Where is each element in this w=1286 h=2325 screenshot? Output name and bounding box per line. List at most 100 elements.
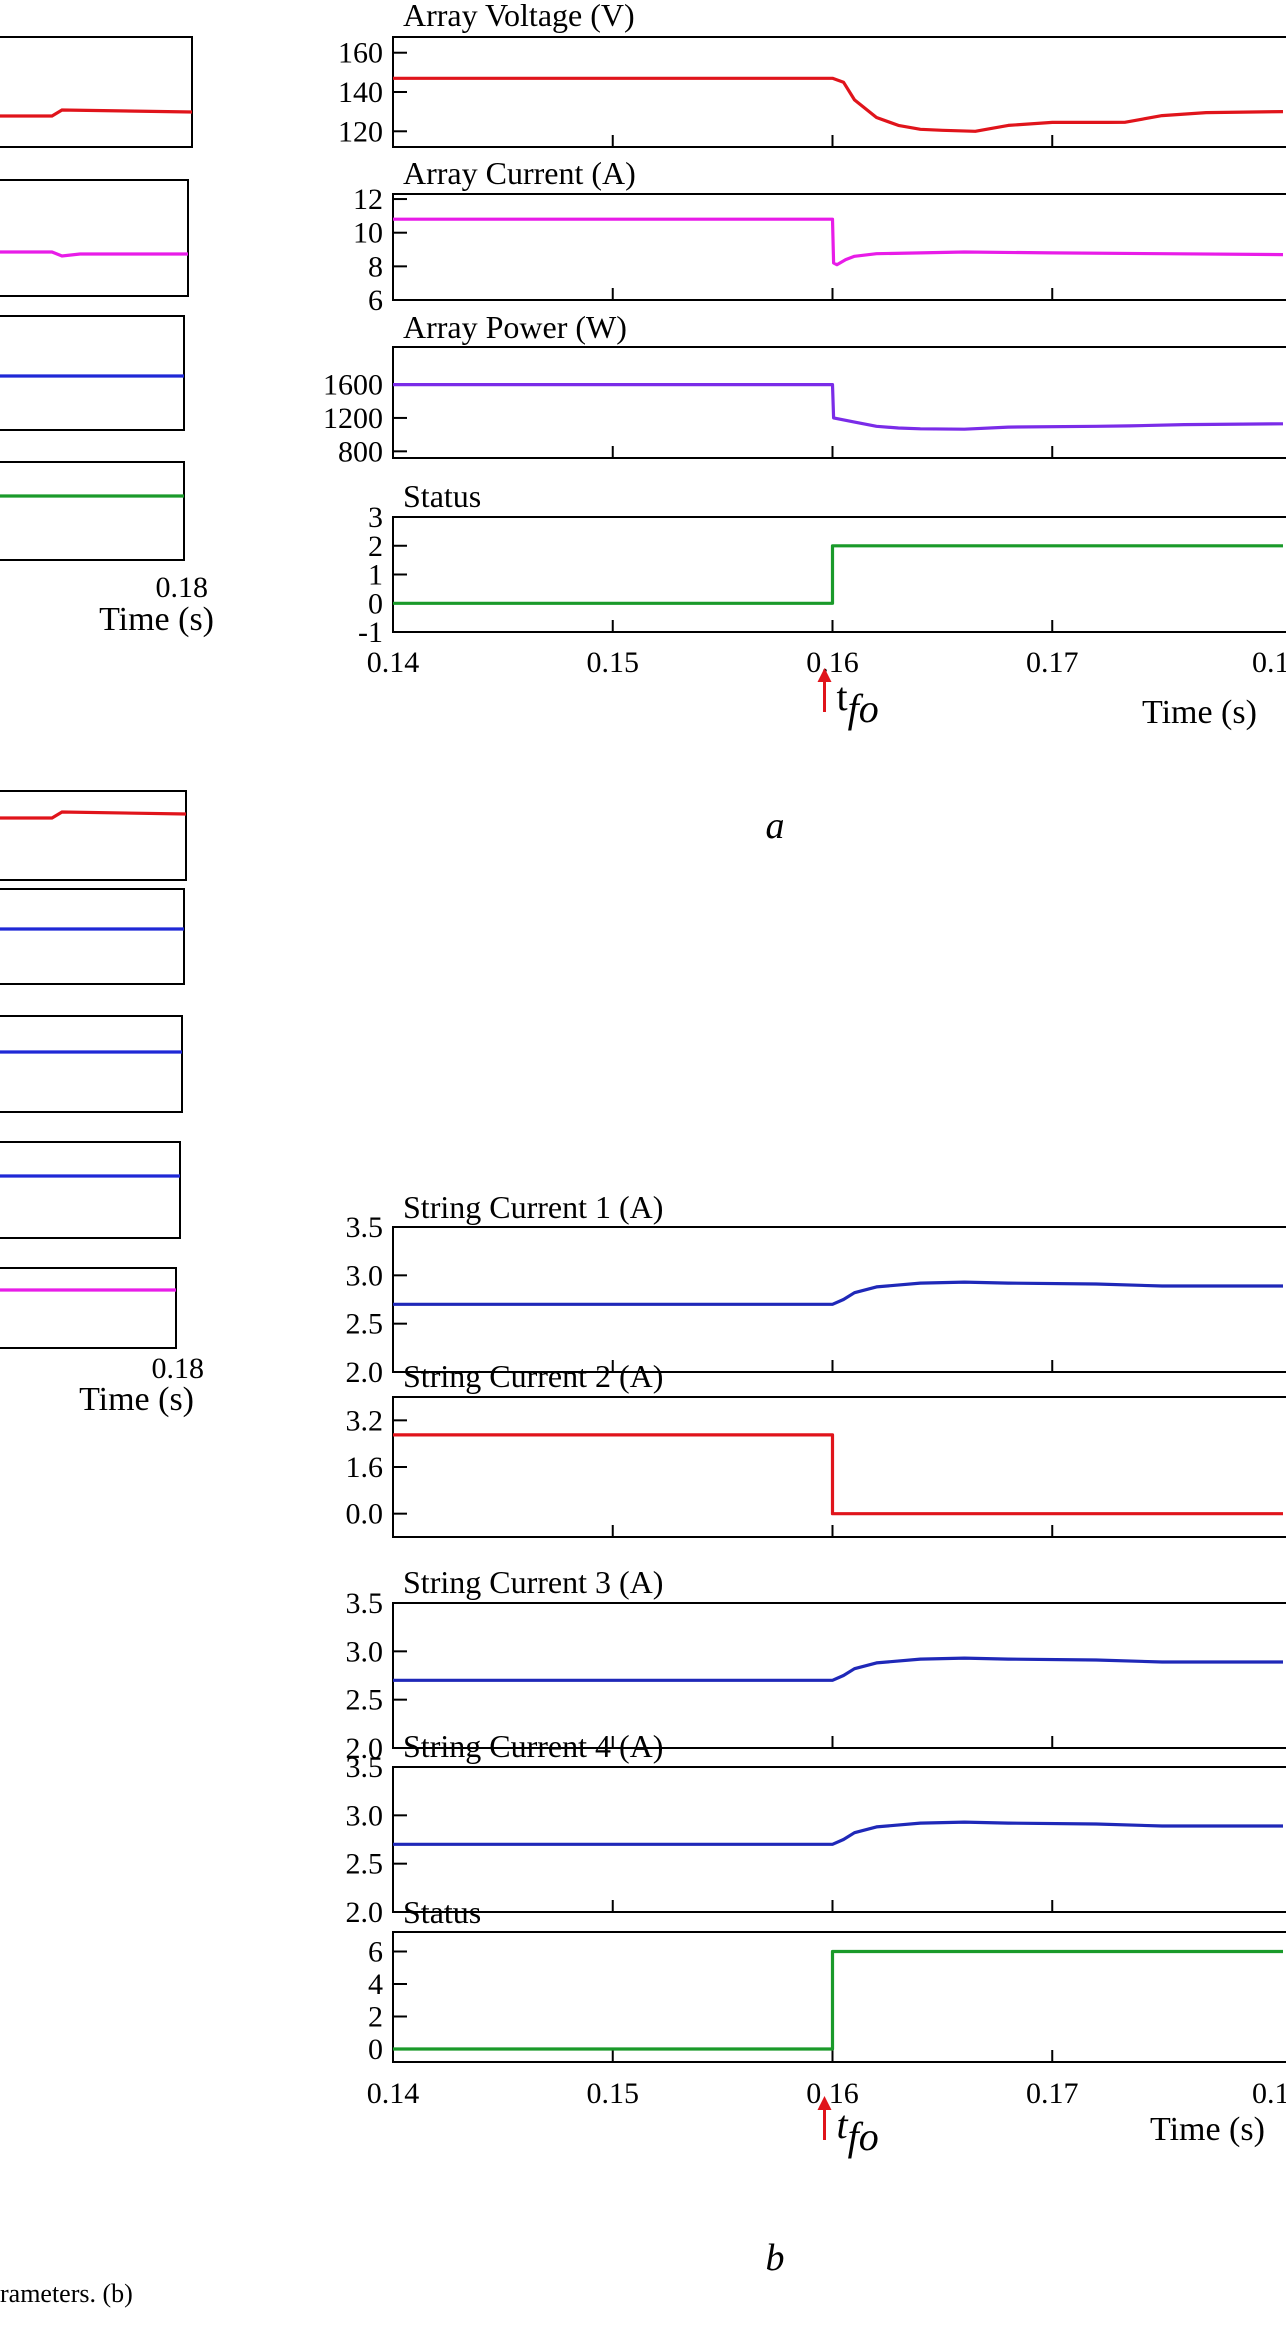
- subplot-4: String Current 4 (A) 2.0 2.5 3.0 3.5: [346, 1728, 1286, 1929]
- y-tick-label: 2.0: [346, 1732, 384, 1765]
- y-tick-label: 140: [338, 76, 383, 109]
- y-tick-label: 2: [368, 2001, 383, 2034]
- partial-frame: [0, 461, 185, 561]
- left-partial-b-1: [0, 790, 187, 881]
- y-tick-label: 2.0: [346, 1356, 384, 1389]
- series-line: [393, 1280, 1283, 1306]
- left-partial-a-4: [0, 461, 185, 561]
- x-axis-title: Time (s): [1150, 2111, 1265, 2148]
- partial-frame: [0, 888, 185, 985]
- y-tick-label: 3.5: [346, 1211, 384, 1244]
- partial-frame: [0, 1015, 183, 1113]
- fault-time-sub: fo: [848, 2114, 879, 2159]
- plot-frame: [392, 516, 1286, 633]
- partial-frame: [0, 36, 193, 148]
- y-tick-label: 3.5: [346, 1587, 384, 1620]
- subplot-title: Array Current (A): [403, 155, 636, 191]
- series-line: [393, 1949, 1283, 2051]
- series-line: [393, 544, 1283, 605]
- y-tick-label: 2.5: [346, 1684, 384, 1717]
- left-axis-title-a: Time (s): [99, 601, 214, 638]
- plot-frame: [392, 193, 1286, 301]
- fault-time-base: t: [837, 2102, 849, 2147]
- caption-fragment: rameters. (b): [0, 2279, 133, 2308]
- y-tick-label: 2.0: [346, 1896, 384, 1929]
- plot-frame: [392, 1396, 1286, 1538]
- partial-frame: [0, 315, 185, 431]
- left-partial-a-2: [0, 179, 189, 297]
- y-tick-label: 1.6: [346, 1451, 384, 1484]
- x-tick-label: 0.17: [1026, 646, 1079, 679]
- y-tick-label: 120: [338, 115, 383, 148]
- series-line: [393, 76, 1284, 133]
- series-line: [393, 1656, 1283, 1682]
- subplot-title: Array Voltage (V): [403, 0, 635, 33]
- left-tick-label-b: 0.18: [152, 1352, 205, 1385]
- plot-frame: [392, 1766, 1286, 1913]
- y-tick-label: 0: [368, 2033, 383, 2066]
- left-partial-b-3: [0, 1015, 183, 1113]
- y-tick-label: 8: [368, 250, 383, 283]
- subplot-title: String Current 2 (A): [403, 1358, 663, 1394]
- partial-frame: [0, 1267, 177, 1349]
- subplot-title: String Current 1 (A): [403, 1189, 663, 1225]
- y-tick-label: 160: [338, 37, 383, 70]
- left-axis-title-b: Time (s): [79, 1381, 194, 1418]
- y-tick-label: -1: [358, 616, 383, 649]
- panel-a: Array Voltage (V) 120 140 160 Array Current …: [323, 0, 1286, 847]
- subplot-title: Status: [403, 478, 481, 514]
- partial-frame: [0, 1141, 181, 1239]
- series-line: [393, 383, 1284, 431]
- y-tick-label: 3.0: [346, 1635, 384, 1668]
- y-tick-label: 2: [368, 530, 383, 563]
- y-tick-label: 2.5: [346, 1308, 384, 1341]
- y-tick-label: 2.5: [346, 1848, 384, 1881]
- y-tick-label: 12: [353, 183, 383, 216]
- subplot-title: String Current 4 (A): [403, 1728, 663, 1764]
- plot-frame: [392, 346, 1286, 459]
- fault-time-label: tfo: [837, 674, 879, 731]
- x-tick-label: 0.14: [367, 646, 420, 679]
- left-partial-a-3: [0, 315, 185, 431]
- x-tick-label: 0.16: [806, 646, 859, 679]
- subplot-2: String Current 2 (A) 0.0 1.6 3.2: [346, 1358, 1286, 1538]
- y-tick-label: 0.0: [346, 1498, 384, 1531]
- x-tick-label: 0.15: [587, 646, 640, 679]
- plot-frame: [392, 1931, 1286, 2063]
- y-tick-label: 3.0: [346, 1799, 384, 1832]
- partial-series-line: [0, 250, 188, 258]
- left-partial-b-2: [0, 888, 185, 985]
- fault-arrow-icon: [817, 668, 832, 682]
- partial-series-line: [0, 810, 187, 820]
- panel-label: a: [766, 805, 785, 847]
- fault-time-label: tfo: [837, 2102, 879, 2159]
- series-line: [393, 217, 1284, 267]
- y-tick-label: 4: [368, 1968, 383, 2001]
- y-tick-label: 10: [353, 217, 383, 250]
- y-tick-label: 1600: [323, 369, 383, 402]
- x-tick-label: 0.1: [1252, 2077, 1286, 2110]
- fault-time-sub: fo: [848, 686, 879, 731]
- x-tick-label: 0.14: [367, 2077, 420, 2110]
- y-tick-label: 6: [368, 1936, 383, 1969]
- y-tick-label: 3: [368, 501, 383, 534]
- x-tick-label: 0.17: [1026, 2077, 1079, 2110]
- y-tick-label: 1: [368, 559, 383, 592]
- fault-time-base: t: [837, 674, 848, 719]
- plot-frame: [392, 36, 1286, 148]
- y-tick-label: 3.0: [346, 1259, 384, 1292]
- y-tick-label: 3.5: [346, 1751, 384, 1784]
- series-line: [393, 1820, 1283, 1846]
- x-axis-title: Time (s): [1142, 694, 1257, 731]
- partial-series-line: [0, 108, 193, 118]
- subplot-1: Array Voltage (V) 120 140 160: [338, 0, 1286, 148]
- y-tick-label: 6: [368, 284, 383, 317]
- plot-frame: [392, 1226, 1286, 1373]
